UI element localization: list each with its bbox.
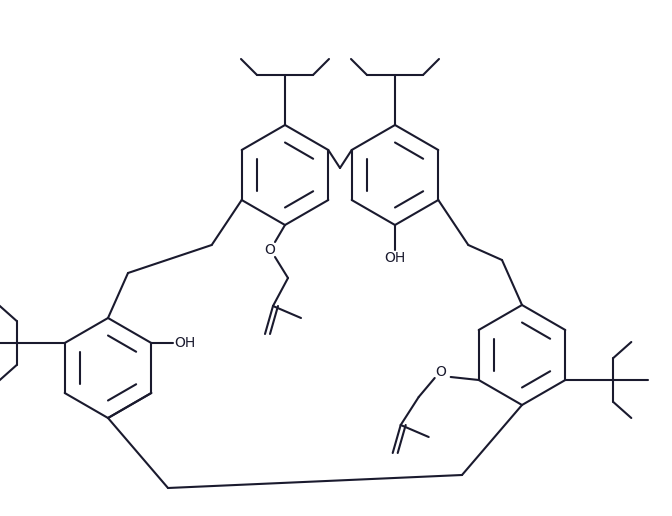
Text: OH: OH [384,251,406,265]
Text: O: O [265,243,276,257]
Text: OH: OH [174,336,196,350]
Text: O: O [435,365,446,379]
